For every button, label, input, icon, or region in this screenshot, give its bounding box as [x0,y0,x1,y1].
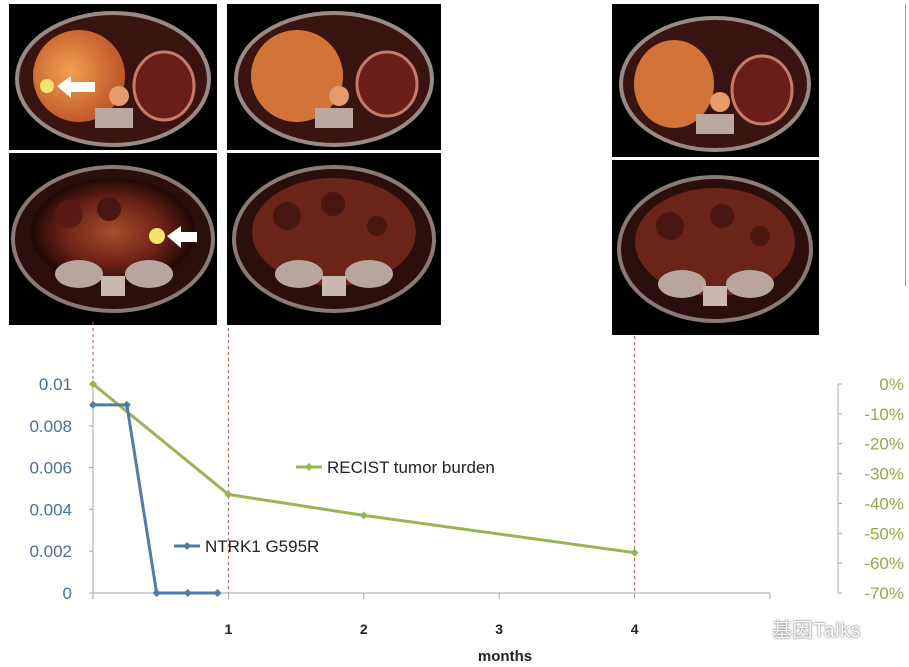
data-point [89,380,97,388]
left-tick-label: 0.006 [29,459,72,478]
right-tick-label: -50% [864,524,904,543]
x-axis-ticks: 1 2 3 4 [92,593,771,637]
liver-slice [234,11,434,147]
legend-marker [305,463,313,471]
data-point [122,400,131,409]
legend-label: NTRK1 G595R [205,537,319,556]
liver-slice [619,16,811,152]
data-point [213,589,222,597]
divider [905,4,906,286]
pelvis-slice [232,165,436,313]
x-tick-label: 4 [631,621,639,637]
right-tick-label: -70% [864,584,904,603]
scan-panel-month-4 [612,4,819,335]
left-tick-label: 0 [63,584,72,603]
data-point [359,511,368,520]
watermark-text: 基因Talks [772,620,862,642]
left-axis-ticks: 0.01 0.008 0.006 0.004 0.002 0 [29,375,93,603]
data-point [630,548,639,557]
liver-slice [15,11,211,147]
x-tick-label: 3 [495,621,503,637]
right-axis-ticks: 0% -10% -20% -30% -40% -50% -60% -70% [838,375,904,603]
scan-marker-lines [92,322,636,593]
data-point [224,490,233,499]
legend-label: RECIST tumor burden [327,458,495,477]
left-tick-label: 0.004 [29,500,72,519]
left-tick-label: 0.002 [29,542,72,561]
left-tick-label: 0.01 [39,375,72,394]
x-axis-label: months [478,648,532,665]
data-point [89,400,97,409]
pelvis-slice [11,165,215,313]
data-point [183,589,192,597]
right-tick-label: -20% [864,435,904,454]
chat-bubble-icon [738,618,766,638]
pelvis-slice [617,175,813,323]
right-tick-label: -10% [864,405,904,424]
right-tick-label: -40% [864,494,904,513]
x-tick-label: 2 [360,621,368,637]
right-tick-label: -30% [864,465,904,484]
right-tick-label: -60% [864,554,904,573]
arrow-icon [167,226,197,248]
data-point [152,589,161,597]
right-tick-label: 0% [879,375,904,394]
legend-layer: RECIST tumor burden NTRK1 G595R [174,458,495,556]
legend-marker [183,542,191,550]
series-line [92,382,635,555]
x-tick-label: 1 [225,621,233,637]
axes [92,384,839,594]
left-tick-label: 0.008 [29,417,72,436]
arrow-icon [57,76,95,98]
watermark: 基因Talks [738,614,861,643]
scan-panel-month-1 [227,4,441,325]
scan-panel-baseline [9,4,217,325]
series-layer [89,380,639,597]
